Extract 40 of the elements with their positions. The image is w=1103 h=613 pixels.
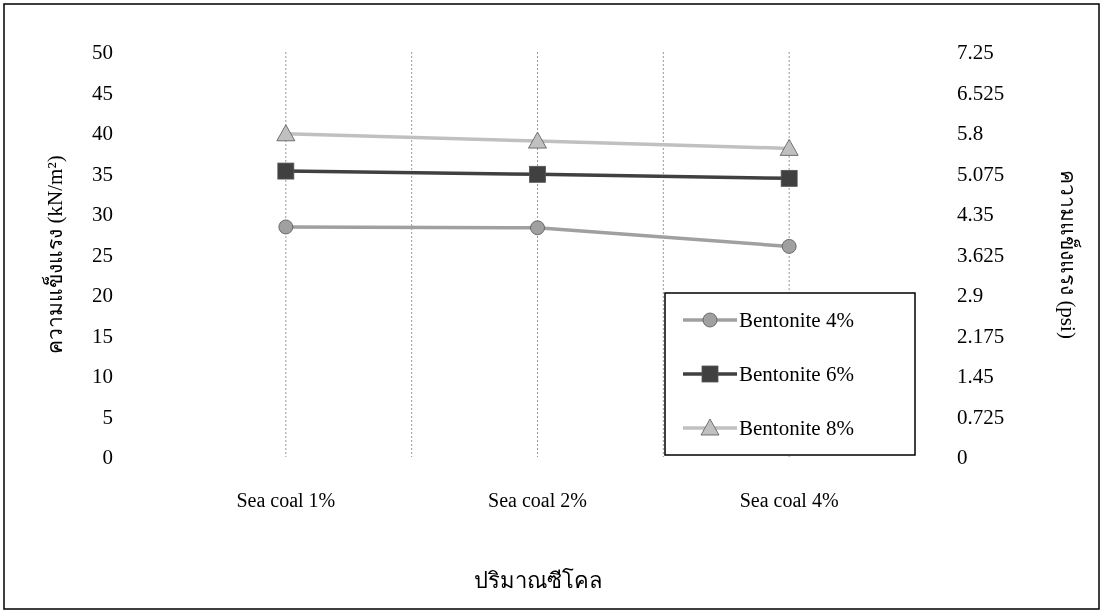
x-axis-title: ปริมาณซีโคล xyxy=(473,567,602,593)
point xyxy=(780,169,798,187)
y2-tick-label: 4.35 xyxy=(957,202,994,226)
y-tick-label: 30 xyxy=(92,202,113,226)
point xyxy=(276,124,296,142)
y-tick-label: 5 xyxy=(102,404,113,429)
y-tick-label: 50 xyxy=(92,40,113,64)
point xyxy=(528,131,547,149)
point xyxy=(277,162,295,180)
y-tick-label: 35 xyxy=(92,161,113,186)
y2-tick-label: 5.075 xyxy=(957,161,1005,186)
y-axis-title: ความแข็งแรง (kN/m²) xyxy=(41,155,67,354)
point xyxy=(530,220,545,236)
y2-tick-label: 0 xyxy=(957,445,968,469)
point xyxy=(278,219,294,235)
x-tick-label: Sea coal 4% xyxy=(739,489,839,511)
y2-axis-title: ความแข็งแรง (psi) xyxy=(1056,170,1082,339)
legend-label: Bentonite 6% xyxy=(739,362,854,386)
legend-label: Bentonite 4% xyxy=(739,308,854,332)
point xyxy=(529,165,546,183)
y2-tick-label: 2.9 xyxy=(957,283,984,307)
y2-tick-label: 1.45 xyxy=(957,364,994,388)
y-tick-label: 15 xyxy=(92,323,113,348)
y-tick-label: 20 xyxy=(92,283,113,307)
point xyxy=(779,138,799,156)
x-tick-label: Sea coal 1% xyxy=(236,489,336,511)
y-tick-label: 10 xyxy=(92,364,113,388)
y-tick-label: 40 xyxy=(92,121,113,145)
y-tick-label: 0 xyxy=(102,445,113,469)
y2-tick-label: 3.625 xyxy=(957,242,1005,267)
y-tick-label: 45 xyxy=(92,80,113,105)
y2-tick-label: 6.525 xyxy=(957,80,1005,105)
legend-label: Bentonite 8% xyxy=(739,416,854,440)
y2-tick-label: 2.175 xyxy=(957,323,1005,348)
y2-tick-label: 5.8 xyxy=(957,121,984,145)
y2-tick-label: 7.25 xyxy=(957,40,994,64)
y2-tick-label: 0.725 xyxy=(957,404,1005,429)
point xyxy=(781,239,797,254)
y-tick-label: 25 xyxy=(92,242,113,267)
x-tick-label: Sea coal 2% xyxy=(488,489,587,511)
